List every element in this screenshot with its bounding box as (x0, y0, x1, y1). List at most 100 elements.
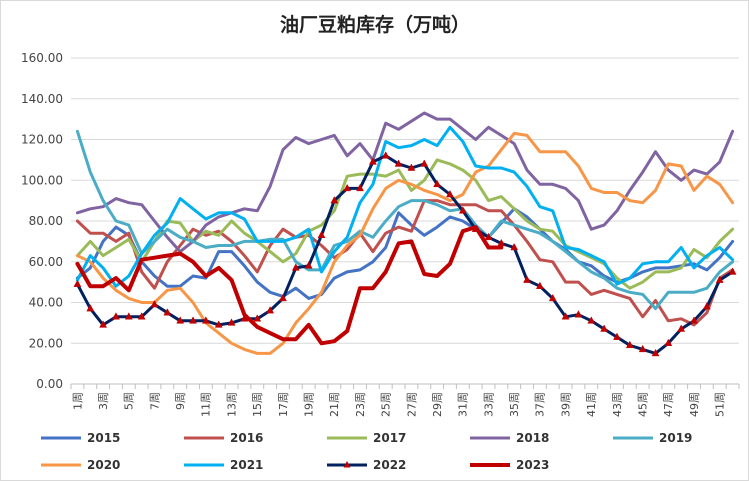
y-tick-label: 0.00 (36, 377, 63, 391)
data-point-2022 (715, 275, 724, 283)
legend-label: 2019 (659, 431, 692, 445)
data-point-2022 (407, 163, 416, 171)
x-tick-label: 37周 (534, 392, 547, 417)
x-tick-label: 25周 (380, 392, 393, 417)
legend-label: 2022 (373, 458, 406, 472)
data-point-2022 (420, 159, 429, 167)
x-tick-label: 49周 (688, 392, 701, 417)
x-tick-label: 15周 (251, 392, 264, 417)
data-point-2022 (343, 183, 352, 192)
y-tick-label: 60.00 (29, 255, 63, 269)
legend-label: 2021 (230, 458, 263, 472)
data-point-2022 (291, 263, 300, 271)
data-point-2022 (253, 314, 262, 322)
series-line-2019 (75, 129, 735, 311)
series-line-2018 (75, 111, 735, 254)
legend-item-2016: 2016 (184, 431, 263, 445)
legend-item-2023: 2023 (470, 458, 549, 472)
y-tick-label: 100.00 (21, 173, 63, 187)
data-point-2022 (368, 157, 377, 165)
series-line-2017 (75, 158, 735, 290)
data-point-2022 (458, 206, 467, 214)
data-point-2022 (304, 261, 313, 269)
data-point-2022 (214, 320, 223, 328)
series-line-2021 (75, 125, 735, 288)
series-lines (73, 111, 737, 357)
data-point-2022 (433, 179, 442, 188)
data-point-2022 (510, 242, 519, 251)
data-point-2022 (112, 312, 120, 320)
x-tick-label: 29周 (431, 392, 444, 417)
data-point-2022 (394, 159, 403, 167)
x-tick-label: 31周 (457, 392, 470, 417)
series-2018 (75, 111, 735, 254)
data-point-2022 (638, 344, 647, 353)
y-tick-label: 40.00 (29, 296, 63, 310)
data-point-2022 (561, 312, 570, 320)
x-tick-label: 13周 (225, 392, 238, 417)
data-point-2022 (613, 332, 621, 340)
x-tick-label: 5周 (123, 392, 136, 410)
x-axis (70, 383, 740, 389)
x-tick-label: 27周 (405, 392, 418, 417)
x-tick-label: 9周 (174, 392, 187, 410)
data-point-2022 (484, 232, 493, 241)
data-point-2022 (330, 196, 339, 204)
series-2023 (75, 225, 504, 346)
legend-item-2017: 2017 (327, 431, 406, 445)
data-point-2022 (446, 189, 454, 198)
x-tick-label: 3周 (97, 392, 110, 410)
data-point-2022 (99, 320, 108, 328)
legend-label: 2015 (87, 431, 120, 445)
legend-item-2019: 2019 (613, 431, 692, 445)
data-point-2022 (548, 293, 557, 302)
data-point-2022 (677, 324, 686, 332)
x-tick-label: 33周 (482, 392, 495, 417)
data-point-2022 (279, 293, 287, 302)
x-tick-label: 41周 (585, 392, 598, 417)
legend-label: 2023 (516, 458, 549, 472)
legend-item-2022: 2022 (327, 458, 406, 472)
data-point-2022 (317, 230, 326, 239)
series-2020 (75, 131, 735, 355)
x-tick-label: 19周 (303, 392, 316, 417)
legend-item-2018: 2018 (470, 431, 549, 445)
x-tick-label: 23周 (354, 392, 367, 417)
data-point-2022 (702, 302, 711, 310)
data-point-2022 (150, 300, 159, 308)
x-tick-label: 21周 (328, 392, 341, 417)
y-tick-label: 140.00 (21, 92, 63, 106)
data-point-2022 (266, 306, 275, 314)
series-line-2023 (75, 225, 504, 346)
x-tick-label: 43周 (611, 392, 624, 417)
legend-label: 2020 (87, 458, 120, 472)
data-point-2022 (163, 308, 172, 316)
series-2022 (73, 151, 737, 357)
x-tick-label: 1周 (71, 392, 84, 410)
y-tick-label: 20.00 (29, 336, 63, 350)
x-tick-label: 47周 (662, 392, 675, 417)
data-point-2022 (600, 324, 609, 332)
data-point-2022 (176, 316, 185, 324)
x-tick-label: 35周 (508, 392, 521, 417)
series-2021 (75, 125, 735, 288)
legend: 2015 2016 2017 2018 2019 2020 2021 2022 2023 (41, 431, 692, 472)
data-point-2022 (664, 338, 673, 346)
y-tick-label: 160.00 (21, 51, 63, 65)
legend-item-2021: 2021 (184, 458, 263, 472)
data-point-2022 (535, 281, 544, 289)
data-point-2022 (381, 151, 390, 159)
x-tick-label: 51周 (714, 392, 727, 417)
legend-label: 2018 (516, 431, 549, 445)
y-tick-label: 80.00 (29, 214, 63, 228)
data-point-2022 (86, 304, 95, 312)
chart-title: 油厂豆粕库存（万吨） (280, 13, 470, 36)
series-2016 (75, 199, 735, 327)
series-line-2022 (75, 154, 735, 355)
series-line-2016 (75, 199, 735, 327)
y-axis-ticks: 0.00 20.00 40.00 60.00 80.00 100.00 120.00 140.… (21, 51, 63, 391)
data-point-2022 (73, 279, 82, 287)
data-point-2022 (523, 275, 531, 283)
data-point-2022 (651, 348, 660, 357)
legend-label: 2016 (230, 431, 263, 445)
